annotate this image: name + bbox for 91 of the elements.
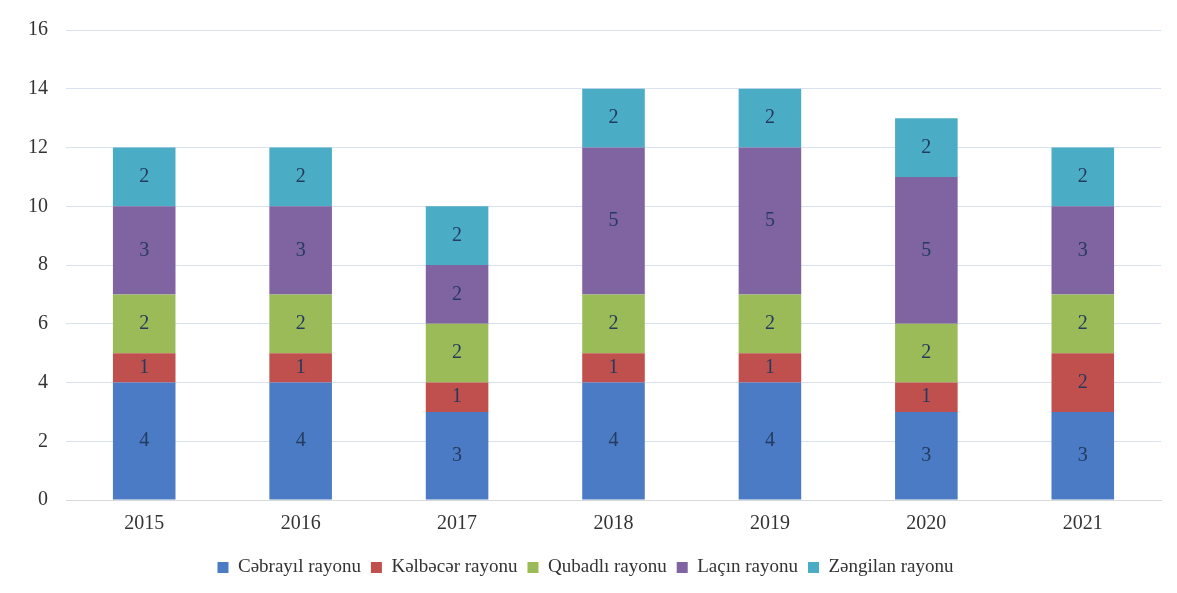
bar [738,353,802,383]
legend-label: Zəngilan rayonu [828,555,955,577]
data-label: 1 [608,355,619,378]
data-label: 2 [921,340,932,363]
data-label: 2 [295,311,306,333]
bar [582,353,645,383]
data-label: 2 [452,281,463,304]
data-label: 1 [764,355,775,378]
data-label: 2 [139,311,150,333]
data-label: 4 [764,428,775,451]
data-label: 2 [1077,164,1088,187]
bar [425,411,489,500]
y-tick-label: 6 [38,311,48,333]
bar [112,353,176,383]
bar [895,411,958,500]
bar [112,294,176,354]
data-label: 2 [1077,311,1088,333]
bar [582,88,645,148]
bar [425,323,489,383]
data-label: 5 [764,208,775,231]
data-label: 2 [452,340,463,363]
bar [1051,206,1115,295]
data-label: 2 [1077,369,1088,392]
y-tick-label: 0 [38,487,48,510]
bar [738,88,802,148]
data-label: 2 [452,222,463,245]
data-label: 2 [921,134,932,157]
bar [582,382,645,500]
bar [269,206,332,295]
data-label: 2 [764,105,775,128]
bar [269,353,332,383]
bar [895,176,958,324]
x-tick-label: 2019 [749,511,790,534]
y-tick-label: 2 [38,428,48,451]
y-tick-label: 4 [38,369,48,392]
x-tick-label: 2018 [593,511,634,534]
bar [1051,353,1115,412]
x-tick-label: 2016 [280,511,321,534]
data-label: 1 [139,355,150,378]
data-label: 4 [608,428,619,451]
bar [895,118,958,177]
bar [425,265,489,324]
bar [738,382,802,500]
bar [112,206,176,295]
bar [1051,147,1115,207]
y-tick-label: 12 [28,134,48,157]
x-tick-label: 2017 [437,511,478,534]
data-label: 3 [452,442,463,465]
data-label: 2 [295,164,306,187]
legend-label: Laçın rayonu [697,555,799,577]
data-label: 4 [295,428,306,451]
data-label: 1 [452,384,463,407]
data-label: 3 [921,442,932,465]
x-tick-label: 2015 [124,511,165,534]
bar [112,382,176,500]
legend-label: Kəlbəcər rayonu [391,555,518,577]
bar [269,382,332,500]
bar [269,147,332,207]
data-label: 4 [139,428,150,451]
x-tick-label: 2020 [906,511,947,534]
y-tick-label: 8 [38,252,48,275]
data-label: 2 [608,311,619,333]
data-label: 3 [295,237,306,260]
bar [582,147,645,295]
bar [1051,294,1115,354]
bar [269,294,332,354]
data-label: 2 [139,164,150,187]
bar [425,206,489,265]
data-label: 3 [1077,237,1088,260]
data-label: 3 [139,237,150,260]
data-label: 1 [295,355,306,378]
data-label: 3 [1077,442,1088,465]
bar [1051,411,1115,500]
data-label: 5 [921,237,932,260]
x-tick-label: 2021 [1062,511,1103,534]
bar [895,382,958,412]
bar [738,294,802,354]
data-label: 2 [608,105,619,128]
bar [738,147,802,295]
legend-label: Qubadlı rayonu [547,555,668,577]
data-label: 5 [608,208,619,231]
bar [582,294,645,354]
y-tick-label: 10 [28,193,48,216]
y-tick-label: 16 [28,17,48,40]
data-label: 1 [921,384,932,407]
data-label: 2 [764,311,775,333]
y-tick-label: 14 [28,76,48,98]
bar [112,147,176,207]
bar [425,382,489,412]
bar [895,323,958,383]
legend-label: Cəbrayıl rayonu [237,555,362,577]
